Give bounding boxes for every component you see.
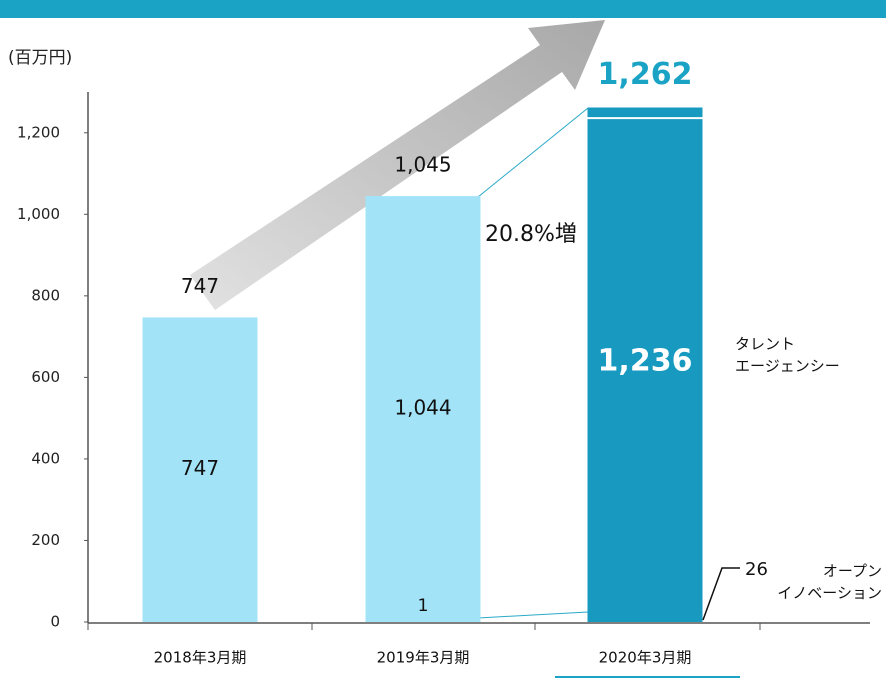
x-tick-label: 2018年3月期 bbox=[154, 649, 247, 667]
total-label: 1,045 bbox=[394, 152, 451, 176]
bar-segment bbox=[142, 317, 258, 622]
total-label: 1,262 bbox=[598, 57, 693, 92]
bar-segment bbox=[587, 107, 703, 119]
segment-label: 1,236 bbox=[598, 344, 693, 379]
segment-label: 1,044 bbox=[394, 396, 451, 420]
segment-label: 26 bbox=[745, 559, 768, 580]
x-tick-label: 2020年3月期 bbox=[599, 649, 692, 667]
y-tick-label: 0 bbox=[50, 613, 60, 631]
bar-segment bbox=[365, 196, 481, 622]
y-tick-label: 400 bbox=[31, 449, 60, 467]
y-tick-label: 600 bbox=[31, 368, 60, 386]
top-band bbox=[0, 0, 886, 18]
segment-label: 1 bbox=[418, 596, 429, 616]
legend-entry: タレント エージェンシー bbox=[735, 335, 840, 375]
unit-label: (百万円) bbox=[8, 48, 72, 68]
x-tick-label: 2019年3月期 bbox=[377, 649, 470, 667]
y-tick-label: 1,000 bbox=[17, 205, 60, 223]
legend-entry: オープン イノベーション bbox=[777, 562, 882, 602]
leader-line bbox=[702, 567, 740, 621]
growth-arrow bbox=[190, 20, 605, 310]
connector bbox=[477, 611, 589, 619]
connector bbox=[477, 107, 589, 198]
y-tick-label: 200 bbox=[31, 531, 60, 549]
total-label: 747 bbox=[181, 274, 219, 298]
bar-segment bbox=[587, 118, 703, 622]
y-tick-label: 1,200 bbox=[17, 123, 60, 141]
y-tick-label: 800 bbox=[31, 286, 60, 304]
segment-label: 747 bbox=[181, 456, 219, 480]
annotation: 20.8%増 bbox=[485, 222, 577, 247]
